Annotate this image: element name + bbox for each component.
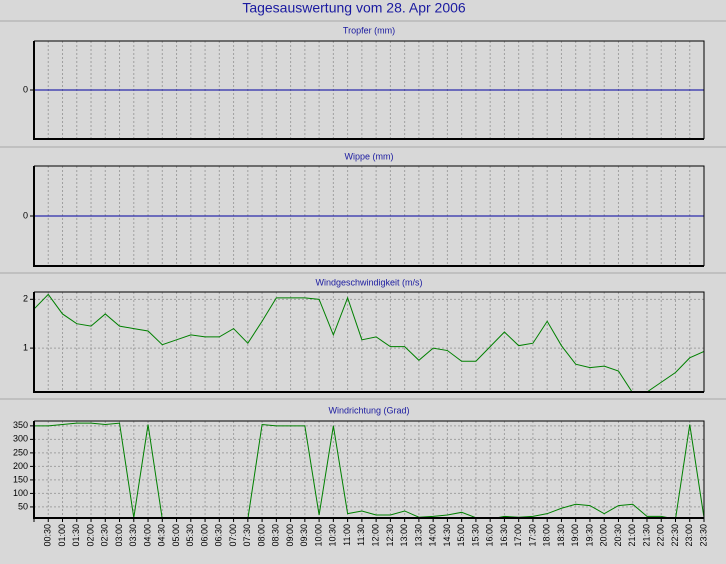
x-tick-label: 11:00 [342, 524, 352, 546]
plot-frame-top [34, 165, 705, 266]
x-tick-label: 19:30 [584, 524, 594, 547]
x-tick-label: 15:30 [470, 524, 480, 547]
x-tick-label: 13:30 [413, 524, 423, 547]
page-title: Tagesauswertung vom 28. Apr 2006 [242, 0, 466, 16]
x-tick-label: 16:00 [485, 524, 495, 547]
x-tick-label: 08:00 [256, 524, 266, 547]
x-tick-label: 20:30 [613, 524, 623, 547]
x-tick-label: 06:00 [199, 524, 209, 547]
x-tick-label: 02:30 [100, 524, 110, 547]
x-tick-label: 13:00 [399, 524, 409, 547]
x-tick-label: 18:30 [556, 524, 566, 547]
x-tick-label: 10:00 [313, 524, 323, 547]
x-tick-label: 19:00 [570, 524, 580, 547]
x-tick-label: 06:30 [214, 524, 224, 547]
panel-title: Windrichtung (Grad) [328, 405, 409, 415]
x-tick-label: 12:00 [371, 524, 381, 547]
separators [0, 20, 726, 400]
plot-frame [33, 166, 704, 267]
x-tick-label: 22:00 [656, 524, 666, 547]
x-tick-label: 18:00 [542, 524, 552, 547]
y-tick-label: 350 [13, 420, 28, 430]
x-tick-label: 02:00 [85, 524, 95, 547]
x-tick-label: 17:30 [527, 524, 537, 547]
x-tick-label: 21:30 [641, 524, 651, 547]
panel-title: Windgeschwindigkeit (m/s) [315, 277, 422, 287]
x-tick-label: 23:00 [684, 524, 694, 547]
x-tick-label: 22:30 [670, 524, 680, 547]
plot-frame-top [34, 291, 705, 392]
x-tick-label: 14:00 [428, 524, 438, 547]
x-tick-label: 16:30 [499, 524, 509, 547]
data-line [34, 422, 704, 518]
x-tick-label: 11:30 [356, 524, 366, 546]
x-tick-label: 07:00 [228, 524, 238, 547]
x-tick-label: 03:30 [128, 524, 138, 547]
y-tick-label: 0 [23, 84, 28, 94]
data-line [34, 293, 704, 392]
x-tick-label: 20:00 [599, 524, 609, 547]
y-tick-label: 1 [23, 342, 28, 352]
x-tick-label: 03:00 [114, 524, 124, 547]
panel-title: Wippe (mm) [345, 151, 394, 161]
x-tick-label: 09:30 [299, 524, 309, 547]
x-tick-label: 05:00 [171, 524, 181, 547]
x-tick-label: 07:30 [242, 524, 252, 547]
x-tick-label: 17:00 [513, 524, 523, 547]
x-tick-label: 12:30 [385, 524, 395, 547]
plot-frame [33, 41, 704, 140]
y-tick-label: 300 [13, 434, 28, 444]
plot-frame-top [34, 40, 705, 139]
y-tick-label: 0 [23, 210, 28, 220]
x-tick-label: 15:00 [456, 524, 466, 547]
x-tick-label: 01:00 [57, 524, 67, 547]
y-tick-label: 50 [18, 501, 28, 511]
plot-frame [33, 421, 704, 519]
y-tick-label: 100 [13, 488, 28, 498]
x-tick-label: 09:00 [285, 524, 295, 547]
x-tick-label: 05:30 [185, 524, 195, 547]
x-tick-label: 01:30 [71, 524, 81, 547]
x-tick-label: 10:30 [328, 524, 338, 547]
plot-frame-top [34, 420, 705, 518]
x-tick-label: 04:00 [142, 524, 152, 547]
y-tick-label: 2 [23, 294, 28, 304]
x-tick-label: 08:30 [271, 524, 281, 547]
x-tick-label: 14:30 [442, 524, 452, 547]
panel-title: Tropfer (mm) [343, 25, 395, 35]
x-tick-label: 04:30 [157, 524, 167, 547]
x-tick-label: 21:00 [627, 524, 637, 547]
x-tick-label: 00:30 [43, 524, 53, 547]
y-tick-label: 200 [13, 461, 28, 471]
x-tick-label: 23:30 [698, 524, 708, 547]
y-tick-label: 150 [13, 474, 28, 484]
y-tick-label: 250 [13, 447, 28, 457]
plot-frame [33, 292, 704, 393]
